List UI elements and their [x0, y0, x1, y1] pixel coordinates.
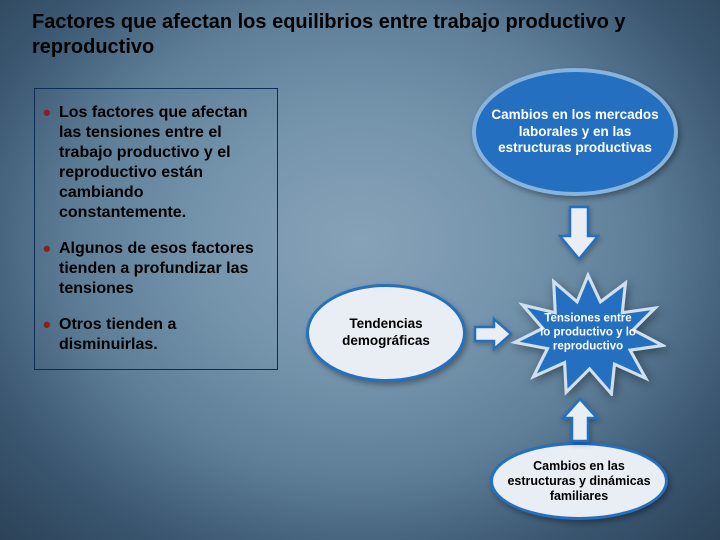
bullet-item: Otros tienden a disminuirlas.	[43, 315, 269, 355]
node-left-label: Tendencias demográficas	[309, 316, 463, 350]
arrow-up-icon	[560, 396, 600, 444]
node-top-label: Cambios en los mercados laborales y en l…	[476, 107, 674, 158]
node-center-starburst: Tensiones entre lo productivo y lo repro…	[510, 270, 666, 396]
bullet-text-box: Los factores que afectan las tensiones e…	[34, 88, 278, 370]
node-bottom-oval: Cambios en las estructuras y dinámicas f…	[490, 442, 668, 520]
node-center-label: Tensiones entre lo productivo y lo repro…	[538, 312, 638, 353]
node-left-oval: Tendencias demográficas	[306, 284, 466, 382]
bullet-item: Algunos de esos factores tienden a profu…	[43, 239, 269, 299]
arrow-down-icon	[558, 204, 600, 262]
bullet-item: Los factores que afectan las tensiones e…	[43, 103, 269, 223]
slide-title: Factores que afectan los equilibrios ent…	[32, 10, 688, 60]
node-top-oval: Cambios en los mercados laborales y en l…	[472, 68, 678, 196]
arrow-right-icon	[472, 316, 514, 352]
node-bottom-label: Cambios en las estructuras y dinámicas f…	[493, 459, 665, 504]
